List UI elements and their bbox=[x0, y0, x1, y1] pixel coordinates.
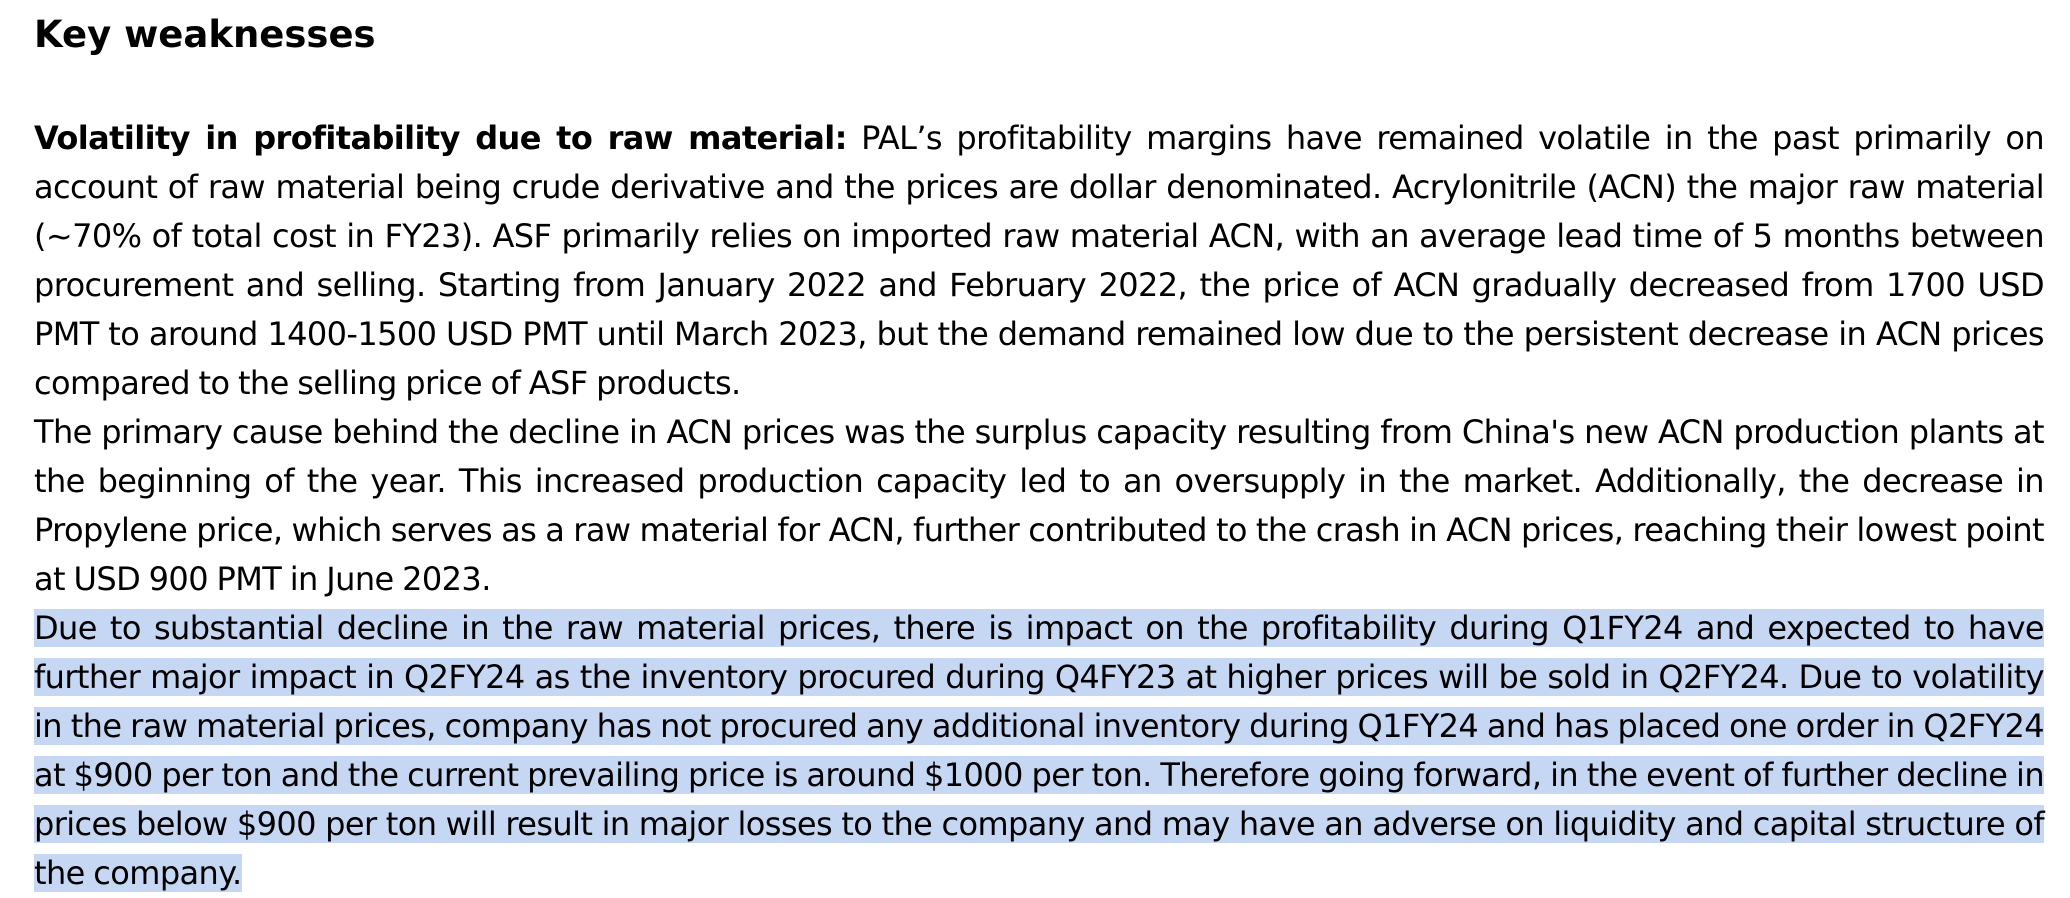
selected-text-highlight[interactable]: Due to substantial decline in the raw ma… bbox=[34, 609, 2045, 892]
paragraph-profitability-impact[interactable]: Due to substantial decline in the raw ma… bbox=[34, 604, 2045, 898]
paragraph-body-text: PAL’s profitability margins have remaine… bbox=[34, 119, 2045, 402]
document-body: Key weaknesses Volatility in profitabili… bbox=[34, 0, 2045, 898]
paragraph-acn-price-decline[interactable]: The primary cause behind the decline in … bbox=[34, 413, 2045, 598]
paragraph-raw-material-volatility[interactable]: Volatility in profitability due to raw m… bbox=[34, 114, 2045, 408]
section-heading: Key weaknesses bbox=[34, 13, 376, 56]
paragraph-lead-title: Volatility in profitability due to raw m… bbox=[34, 119, 847, 157]
